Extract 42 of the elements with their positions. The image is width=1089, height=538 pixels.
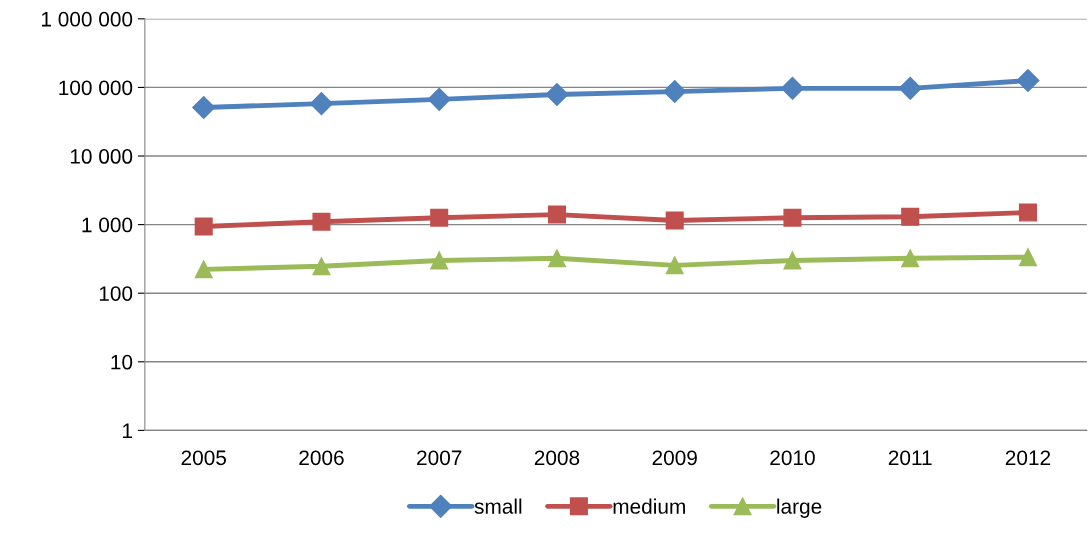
y-tick-label: 1 000 000 bbox=[41, 11, 133, 27]
legend-label: medium bbox=[613, 498, 685, 514]
y-tick-label: 100 000 bbox=[59, 80, 133, 96]
point bbox=[430, 251, 449, 270]
point bbox=[898, 76, 922, 100]
point bbox=[427, 87, 451, 111]
y-tick-label: 100 bbox=[99, 286, 133, 301]
legend-label: small bbox=[474, 498, 522, 514]
x-tick-label: 2007 bbox=[417, 450, 462, 466]
x-tick-label: 2009 bbox=[652, 450, 697, 466]
point bbox=[545, 82, 569, 106]
point bbox=[1018, 248, 1037, 267]
y-tick-label: 1 bbox=[123, 423, 133, 438]
point bbox=[901, 249, 920, 268]
x-tick-label: 2005 bbox=[181, 450, 227, 466]
point bbox=[547, 205, 566, 224]
point bbox=[430, 208, 449, 227]
point bbox=[665, 211, 684, 230]
point bbox=[192, 95, 216, 119]
legend-label: large bbox=[777, 498, 822, 518]
point bbox=[312, 212, 331, 231]
y-tick-label: 10 000 bbox=[70, 149, 133, 164]
point bbox=[783, 208, 802, 227]
x-tick-label: 2012 bbox=[1005, 450, 1051, 466]
point bbox=[309, 92, 333, 116]
point bbox=[901, 207, 920, 226]
point bbox=[780, 76, 804, 100]
point bbox=[663, 80, 687, 104]
x-tick-label: 2008 bbox=[534, 450, 580, 466]
point bbox=[665, 256, 684, 275]
y-tick-label: 10 bbox=[111, 354, 133, 370]
x-tick-label: 2010 bbox=[770, 450, 815, 466]
x-tick-label: 2011 bbox=[888, 450, 932, 466]
point bbox=[312, 257, 331, 276]
point bbox=[194, 260, 213, 279]
point bbox=[547, 249, 566, 268]
x-tick-label: 2006 bbox=[299, 450, 344, 466]
point bbox=[194, 217, 213, 236]
point bbox=[1018, 203, 1037, 222]
point bbox=[1016, 69, 1040, 93]
y-tick-label: 1 000 bbox=[82, 217, 133, 233]
point bbox=[783, 251, 802, 270]
